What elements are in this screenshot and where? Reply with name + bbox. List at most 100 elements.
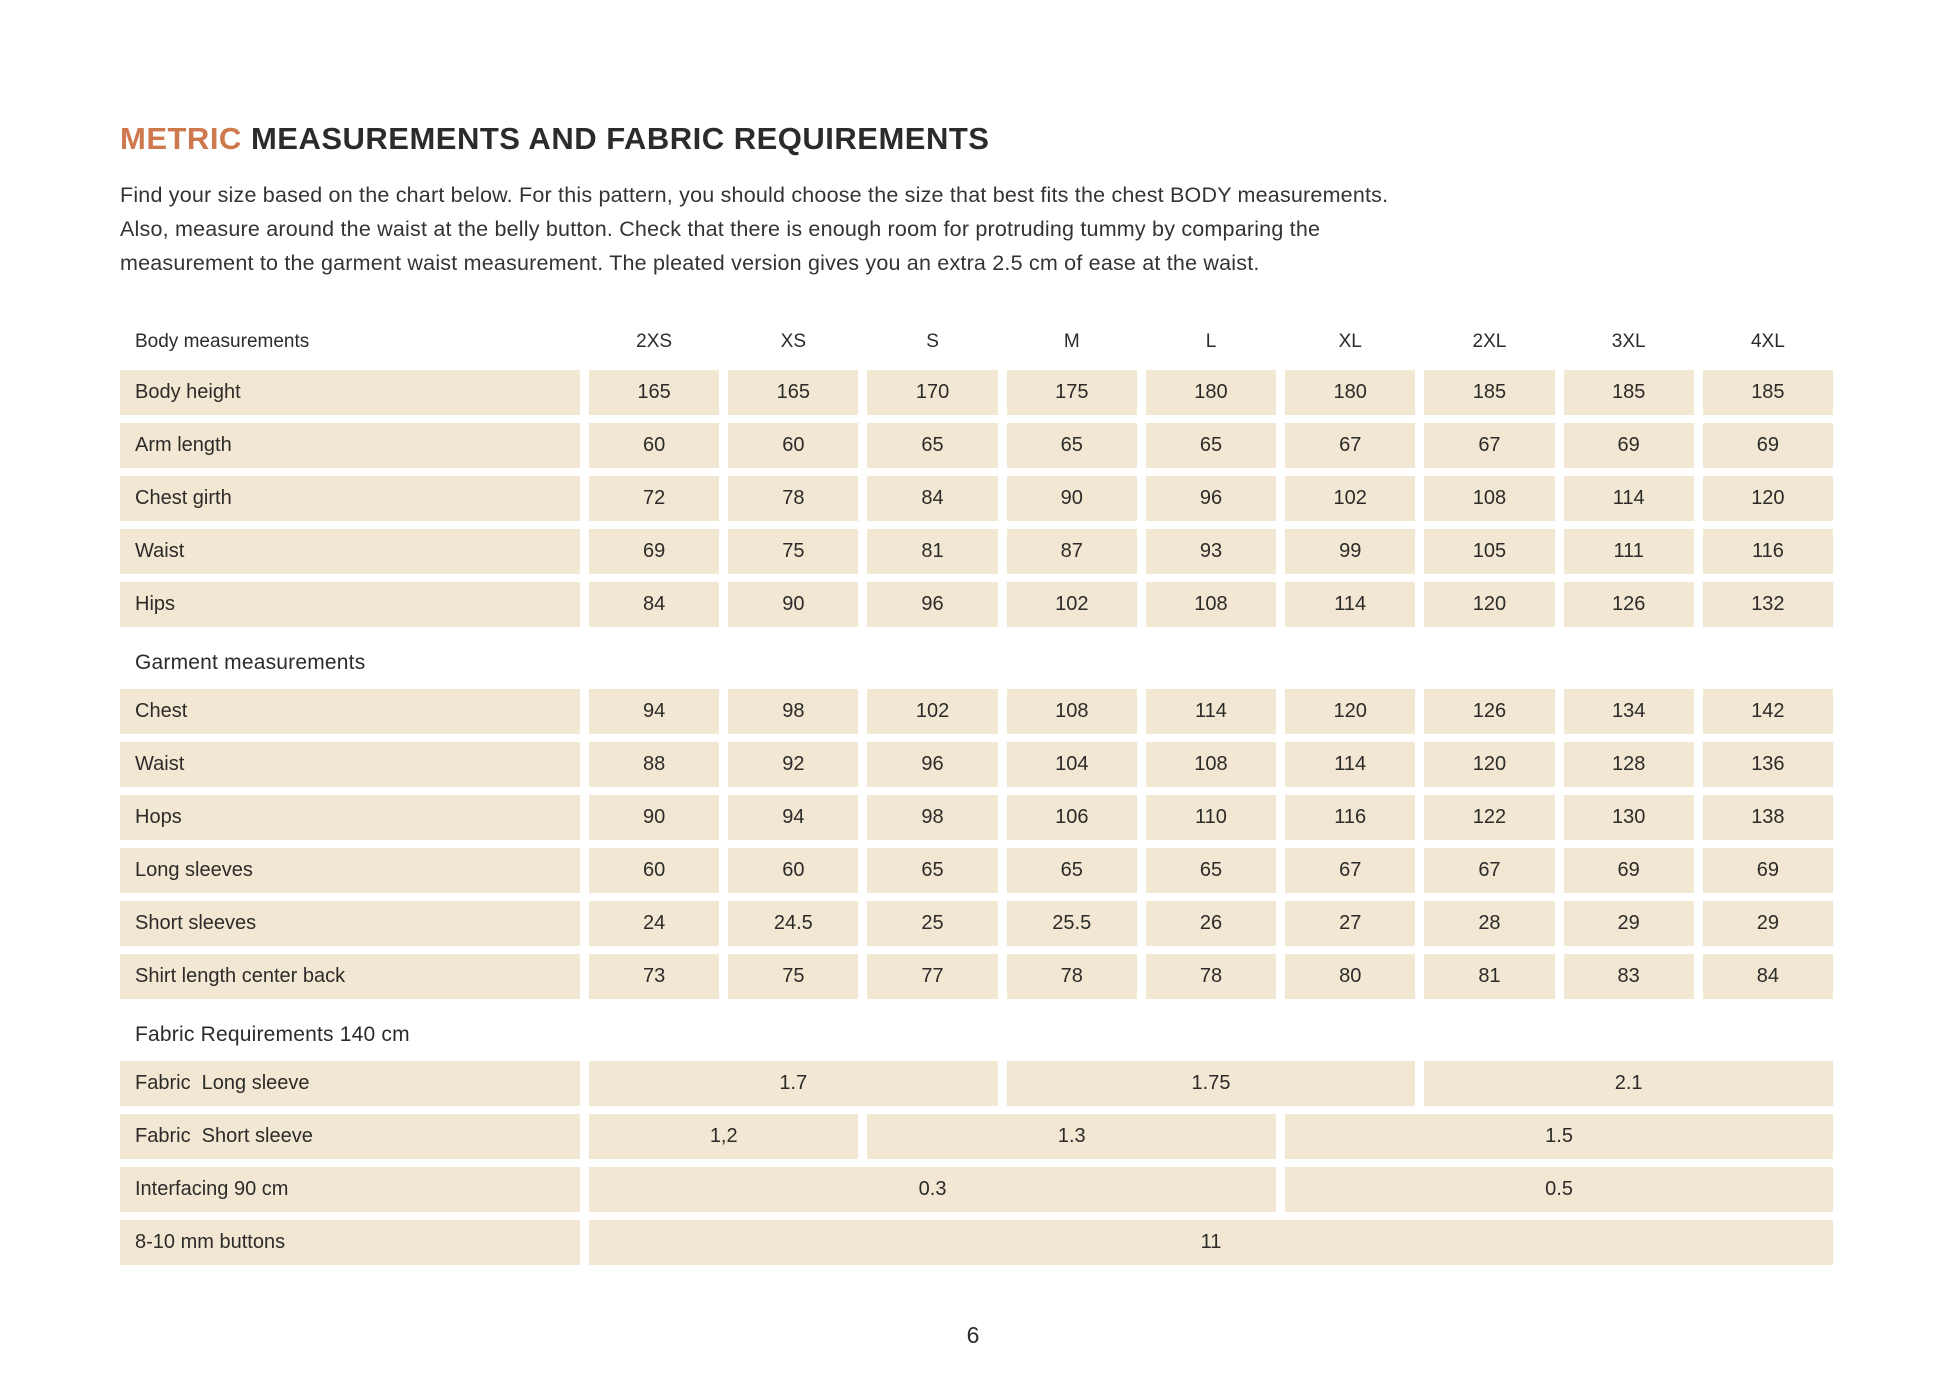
value-cell: 185 [1702,369,1833,415]
row-label: Shirt length center back [120,953,580,999]
value-cell: 73 [589,953,720,999]
value-cell: 78 [1145,953,1277,999]
page-content: METRIC MEASUREMENTS AND FABRIC REQUIREME… [120,121,1833,1265]
value-cell: 25.5 [1006,900,1137,946]
value-cell: 83 [1563,953,1694,999]
value-cell: 170 [867,369,998,415]
value-cell: 126 [1424,688,1555,734]
value-cell: 108 [1006,688,1137,734]
value-cell: 99 [1285,528,1416,574]
intro-line: Find your size based on the chart below.… [120,182,1389,207]
size-column-header: S [926,330,939,352]
size-column-header: XS [780,330,806,352]
value-cell: 77 [867,953,998,999]
row-label: Hops [120,794,580,840]
intro-line: Also, measure around the waist at the be… [120,216,1321,241]
value-cell: 128 [1563,741,1694,787]
value-cell: 78 [1006,953,1137,999]
size-table: Body measurements 2XS XS S M L XL 2XL 3XL 4XL Body… [120,322,1833,1265]
value-cell: 90 [1006,475,1137,521]
value-cell: 175 [1006,369,1137,415]
value-cell: 81 [867,528,998,574]
value-cell: 75 [728,953,859,999]
value-cell: 120 [1285,688,1416,734]
value-cell: 26 [1145,900,1277,946]
value-cell: 65 [1006,422,1137,468]
value-cell: 24 [589,900,720,946]
row-label: Waist [120,741,580,787]
value-cell: 60 [728,847,859,893]
value-cell: 69 [1563,422,1694,468]
value-cell: 108 [1145,741,1277,787]
section-header-fabric: Fabric Requirements 140 cm [135,1022,410,1046]
value-cell: 136 [1702,741,1833,787]
value-cell: 28 [1424,900,1555,946]
size-column-header: XL [1338,330,1362,352]
row-label: Arm length [120,422,580,468]
value-cell: 65 [1145,847,1277,893]
value-cell: 67 [1424,422,1555,468]
value-cell: 75 [728,528,859,574]
value-cell: 96 [867,581,998,627]
value-cell: 102 [1006,581,1137,627]
merged-value-cell: 1.75 [1006,1060,1416,1106]
value-cell: 67 [1285,422,1416,468]
value-cell: 142 [1702,688,1833,734]
value-cell: 116 [1285,794,1416,840]
intro-paragraph: Find your size based on the chart below.… [120,178,1833,280]
value-cell: 96 [867,741,998,787]
value-cell: 134 [1563,688,1694,734]
value-cell: 65 [1006,847,1137,893]
row-label: Chest [120,688,580,734]
value-cell: 69 [1563,847,1694,893]
merged-value-cell: 2.1 [1424,1060,1833,1106]
value-cell: 65 [867,422,998,468]
page-title-rest: MEASUREMENTS AND FABRIC REQUIREMENTS [250,120,990,156]
value-cell: 185 [1563,369,1694,415]
value-cell: 165 [728,369,859,415]
value-cell: 92 [728,741,859,787]
value-cell: 130 [1563,794,1694,840]
value-cell: 84 [589,581,720,627]
value-cell: 80 [1285,953,1416,999]
size-column-header: 3XL [1611,330,1646,352]
value-cell: 60 [589,847,720,893]
value-cell: 29 [1702,900,1833,946]
value-cell: 81 [1424,953,1555,999]
value-cell: 122 [1424,794,1555,840]
value-cell: 94 [589,688,720,734]
row-label: Long sleeves [120,847,580,893]
merged-value-cell: 11 [589,1219,1833,1265]
value-cell: 165 [589,369,720,415]
intro-line: measurement to the garment waist measure… [120,250,1260,275]
row-label: Hips [120,581,580,627]
row-label: Body height [120,369,580,415]
size-column-header: 2XL [1472,330,1507,352]
value-cell: 87 [1006,528,1137,574]
value-cell: 120 [1702,475,1833,521]
value-cell: 90 [589,794,720,840]
value-cell: 67 [1424,847,1555,893]
value-cell: 84 [867,475,998,521]
row-label: 8-10 mm buttons [120,1219,580,1265]
value-cell: 116 [1702,528,1833,574]
value-cell: 98 [867,794,998,840]
value-cell: 185 [1424,369,1555,415]
row-label: Fabric Long sleeve [120,1060,580,1106]
merged-value-cell: 1.5 [1285,1113,1833,1159]
page-title-highlight: METRIC [120,120,242,156]
value-cell: 60 [728,422,859,468]
merged-value-cell: 0.5 [1285,1166,1833,1212]
value-cell: 114 [1563,475,1694,521]
page-title: METRIC MEASUREMENTS AND FABRIC REQUIREME… [120,121,1833,157]
value-cell: 88 [589,741,720,787]
value-cell: 180 [1285,369,1416,415]
size-column-header: M [1063,330,1080,352]
value-cell: 93 [1145,528,1277,574]
size-column-header: L [1205,330,1217,352]
value-cell: 111 [1563,528,1694,574]
merged-value-cell: 0.3 [589,1166,1277,1212]
section-header-garment: Garment measurements [135,650,366,674]
size-column-header: 4XL [1750,330,1785,352]
value-cell: 114 [1285,741,1416,787]
